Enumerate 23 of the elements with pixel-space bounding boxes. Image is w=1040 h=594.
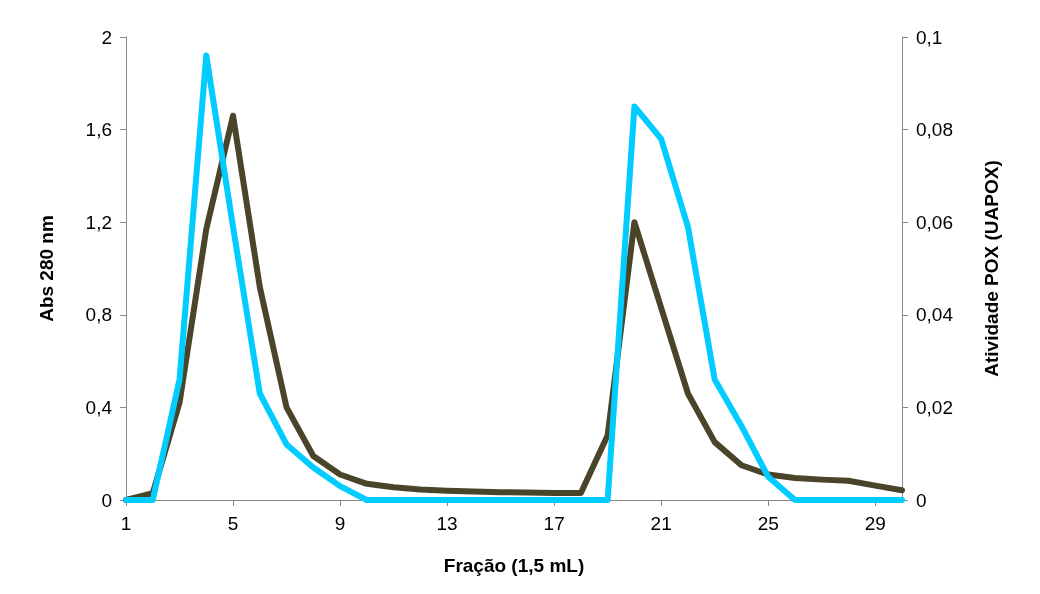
y2-tick-label: 0,08 (916, 119, 953, 141)
x-tick-label: 29 (864, 513, 886, 534)
y-tick-label: 0,4 (85, 396, 113, 418)
y2-tick-label: 0,06 (916, 211, 953, 233)
y-tick-label: 1,6 (85, 119, 112, 141)
x-tick-label: 5 (227, 513, 239, 534)
x-tick-label: 21 (650, 513, 672, 534)
x-axis-title: Fração (1,5 mL) (443, 555, 585, 576)
y2-tick-label: 0,04 (916, 304, 954, 326)
x-tick-label: 1 (120, 513, 132, 534)
x-tick-label: 17 (543, 513, 565, 534)
y-tick-label: 1,2 (85, 211, 112, 233)
x-tick-label: 25 (757, 513, 779, 534)
x-tick-label: 13 (436, 513, 458, 534)
y2-axis-title: Atividade POX (UAPOX) (981, 160, 1002, 377)
y-axis-title: Abs 280 nm (36, 215, 57, 322)
x-tick-label: 9 (334, 513, 346, 534)
y2-tick-label: 0,1 (916, 26, 943, 48)
y-tick-label: 2 (101, 26, 112, 48)
y2-tick-label: 0 (916, 489, 927, 511)
y-tick-label: 0,8 (85, 304, 112, 326)
y-tick-label: 0 (101, 489, 112, 511)
y2-tick-label: 0,02 (916, 396, 953, 418)
